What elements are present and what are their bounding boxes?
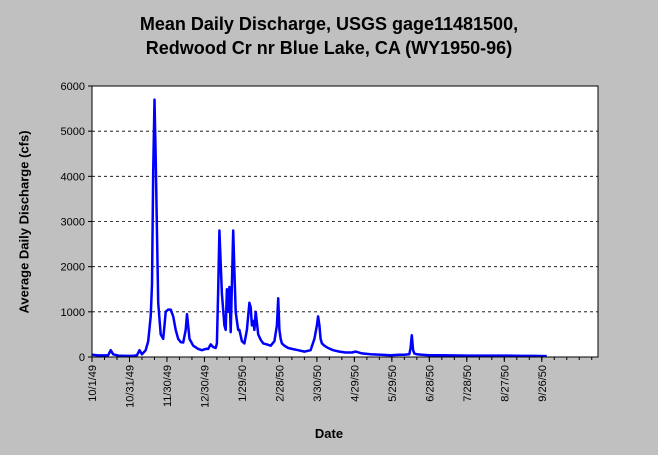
y-axis-label: Average Daily Discharge (cfs) — [16, 130, 32, 314]
x-tick-label: 5/29/50 — [387, 365, 399, 402]
y-tick-label: 6000 — [61, 81, 85, 93]
chart-title-line2: Redwood Cr nr Blue Lake, CA (WY1950-96) — [145, 38, 513, 58]
x-tick-label: 10/1/49 — [87, 365, 99, 402]
plot-frame — [91, 85, 599, 358]
grid-lines — [92, 130, 598, 313]
y-tick-label: 3000 — [61, 217, 85, 229]
x-tick-label: 6/28/50 — [424, 365, 436, 402]
x-tick-label: 9/26/50 — [537, 365, 549, 402]
x-tick-label: 11/30/49 — [162, 365, 174, 407]
x-axis-ticks: 10/1/49 10/31/49 11/30/49 12/30/49 1/29/50 2/… — [87, 357, 593, 408]
y-tick-label: 4000 — [61, 171, 85, 183]
y-tick-label: 0 — [79, 352, 85, 364]
x-tick-label: 10/31/49 — [124, 365, 136, 408]
y-tick-label: 2000 — [61, 262, 85, 274]
x-tick-label: 2/28/50 — [274, 365, 286, 402]
chart-title-line1: Mean Daily Discharge, USGS gage11481500, — [139, 14, 519, 34]
x-tick-label: 12/30/49 — [199, 365, 211, 408]
x-tick-label: 7/28/50 — [462, 365, 474, 402]
x-tick-label: 8/27/50 — [499, 365, 511, 402]
discharge-series-line — [91, 98, 547, 358]
y-tick-label: 1000 — [61, 307, 85, 319]
x-tick-label: 1/29/50 — [237, 365, 249, 402]
y-axis-ticks: 0 1000 2000 3000 4000 5000 6000 — [61, 81, 92, 364]
x-tick-label: 4/29/50 — [349, 365, 361, 402]
y-tick-label: 5000 — [61, 126, 85, 138]
x-tick-label: 3/30/50 — [312, 365, 324, 402]
x-axis-label: Date — [314, 426, 344, 441]
